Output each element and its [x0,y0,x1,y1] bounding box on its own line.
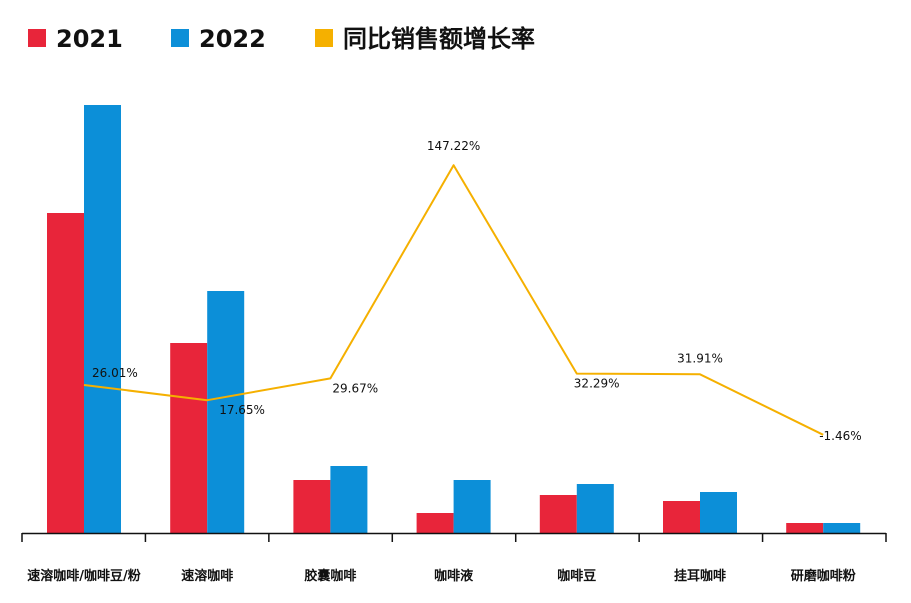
growth-rate-label-2: 29.67% [332,381,378,395]
bar-2021-1 [170,343,208,533]
x-tick-label-0: 速溶咖啡/咖啡豆/粉 [27,568,141,584]
bar-2022-1 [207,291,245,533]
legend-item-growth-rate: 同比销售额增长率 [315,25,535,53]
x-tick-label-4: 咖啡豆 [557,568,596,584]
x-tick-label-3: 咖啡液 [434,568,473,584]
x-axis: 速溶咖啡/咖啡豆/粉 速溶咖啡 胶囊咖啡 咖啡液 咖啡豆 挂耳咖啡 研磨咖啡粉 [21,532,887,584]
x-tick-label-6: 研磨咖啡粉 [791,568,856,584]
growth-rate-label-1: 17.65% [219,403,265,417]
growth-rate-labels: 26.01% 17.65% 29.67% 147.22% 32.29% 31.91% -1.… [92,139,862,443]
legend-label-2022: 2022 [199,25,266,53]
bar-2022-4 [576,484,614,533]
legend-item-2022: 2022 [171,25,266,53]
legend-swatch-2022 [171,29,189,47]
growth-rate-label-5: 31.91% [677,351,723,365]
growth-rate-line [83,164,824,436]
bar-2021-0 [47,213,84,533]
growth-rate-label-6: -1.46% [819,429,861,443]
growth-rate-label-3: 147.22% [427,139,480,153]
growth-rate-label-0: 26.01% [92,366,138,380]
x-tick-label-2: 胶囊咖啡 [304,568,356,584]
bar-2022-2 [330,466,368,533]
bar-2022-0 [84,105,121,533]
bars [47,105,861,533]
growth-rate-label-4: 32.29% [574,377,620,391]
legend-swatch-growth-rate [315,29,333,47]
x-tick-label-5: 挂耳咖啡 [674,568,726,584]
legend-label-growth-rate: 同比销售额增长率 [343,25,535,53]
legend: 2021 2022 同比销售额增长率 [28,25,535,53]
bar-2021-6 [786,523,824,533]
legend-item-2021: 2021 [28,25,123,53]
bar-2022-6 [823,523,861,533]
growth-rate-line-layer [83,164,824,436]
bar-2022-3 [453,480,491,533]
bar-2021-5 [663,501,700,533]
bar-2021-3 [416,513,454,533]
bar-2021-2 [293,480,331,533]
x-tick-label-1: 速溶咖啡 [181,568,233,584]
legend-label-2021: 2021 [56,25,123,53]
bar-2021-4 [539,495,577,533]
bar-2022-5 [700,492,737,533]
legend-swatch-2021 [28,29,46,47]
